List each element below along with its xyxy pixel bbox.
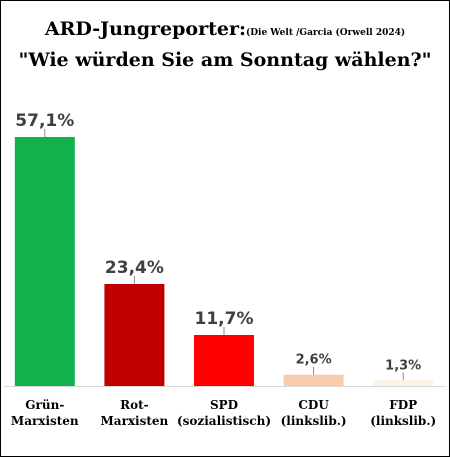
- category-label-3-line-2: (sozialistisch): [177, 414, 271, 428]
- chart-title: ARD-Jungreporter:: [44, 18, 246, 40]
- bar-4: [283, 374, 344, 386]
- bar-2: [104, 284, 165, 386]
- category-label-3-line-1: SPD: [210, 398, 238, 412]
- bar-3: [194, 335, 254, 386]
- value-label-2: 23,4%: [105, 258, 164, 278]
- bar-5: [373, 380, 434, 386]
- chart-source-note: (Die Welt /Garcia (Orwell 2024): [245, 28, 406, 38]
- value-label-5: 1,3%: [385, 358, 421, 373]
- chart-subtitle-text: "Wie würden Sie am Sonntag wählen?": [18, 49, 432, 71]
- chart-title-line: ARD-Jungreporter:(Die Welt /Garcia (Orwe…: [0, 18, 450, 40]
- category-label-1-line-2: Marxisten: [11, 414, 79, 428]
- category-label-5-line-2: (linkslib.): [370, 414, 436, 428]
- value-label-1: 57,1%: [15, 111, 74, 131]
- category-label-5-line-1: FDP: [389, 398, 417, 412]
- category-label-2-line-2: Marxisten: [101, 414, 169, 428]
- value-label-3: 11,7%: [195, 309, 254, 329]
- category-label-2-line-1: Rot-: [120, 398, 149, 412]
- chart-subtitle: "Wie würden Sie am Sonntag wählen?": [0, 47, 450, 73]
- category-label-4-line-1: CDU: [298, 398, 329, 412]
- value-label-4: 2,6%: [296, 353, 332, 368]
- category-label-4-line-2: (linkslib.): [281, 414, 347, 428]
- bar-1: [14, 137, 75, 386]
- category-label-1-line-1: Grün-: [25, 398, 64, 412]
